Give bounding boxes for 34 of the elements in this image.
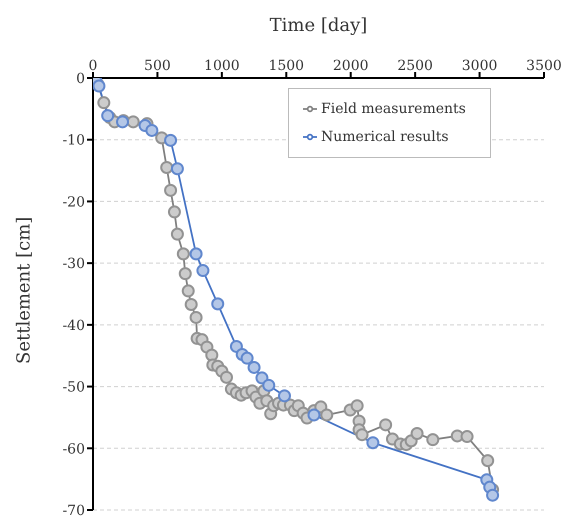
point (211, 297, 224, 310)
x-tick-label: 2000 (332, 58, 369, 74)
y-tick-label: -50 (62, 380, 85, 396)
point (307, 408, 320, 422)
legend-label: Numerical results (321, 129, 449, 145)
point (248, 360, 261, 374)
x-tick-label: 500 (144, 58, 171, 74)
x-tick-label: 1000 (204, 58, 240, 74)
x-axis-title: Time [day] (270, 14, 368, 36)
y-tick-label: -20 (62, 194, 85, 210)
x-tick-label: 3000 (462, 58, 498, 74)
y-tick-label: -40 (62, 318, 85, 334)
y-tick-label: 0 (76, 70, 85, 87)
x-tick-label: 2500 (397, 58, 433, 74)
point (196, 264, 210, 278)
x-tick-label: 0 (88, 58, 98, 74)
y-tick-label: -70 (62, 502, 85, 519)
point (278, 389, 291, 402)
y-tick-label: -10 (62, 132, 85, 149)
point (190, 247, 203, 260)
point (164, 134, 178, 147)
point (170, 162, 184, 176)
point (145, 124, 158, 137)
x-tick-label: 1500 (268, 58, 304, 74)
point (262, 378, 276, 392)
y-tick-label: -60 (62, 441, 85, 458)
point (255, 371, 268, 384)
y-tick-label: -30 (62, 256, 85, 272)
point (240, 352, 254, 365)
y-axis-title: Settlement [cm] (13, 216, 34, 364)
point (366, 436, 380, 450)
x-tick-label: 3500 (526, 58, 562, 74)
point (486, 488, 500, 502)
legend-label: Field measurements (321, 101, 466, 117)
